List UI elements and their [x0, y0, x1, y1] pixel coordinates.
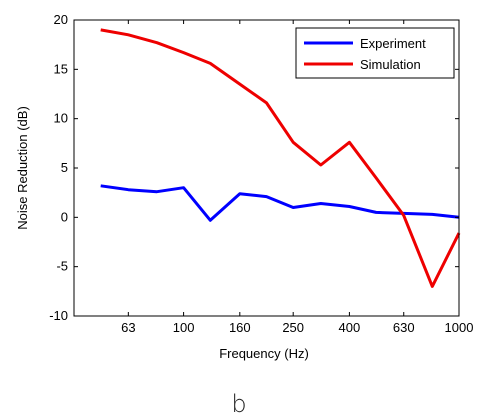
x-tick-label: 100 — [173, 320, 195, 335]
y-tick-label: -10 — [49, 308, 68, 323]
y-tick-label: 15 — [54, 61, 68, 76]
x-tick-label: 160 — [229, 320, 251, 335]
x-tick-label: 250 — [282, 320, 304, 335]
y-tick-label: 0 — [61, 209, 68, 224]
axes: 63 100 160 250 400 630 1000 -10 -5 0 5 10 15 20 — [49, 12, 473, 335]
x-tick-label: 400 — [339, 320, 361, 335]
series-line-simulation — [100, 28, 461, 288]
y-tick-label: 5 — [61, 160, 68, 175]
y-tick-label: 10 — [54, 111, 68, 126]
x-axis-label: Frequency (Hz) — [219, 346, 309, 361]
series-line-experiment — [100, 184, 460, 222]
legend-label-simulation: Simulation — [360, 57, 421, 72]
figure-label: b — [231, 390, 246, 418]
x-tick-label: 63 — [121, 320, 135, 335]
x-tick-label: 630 — [393, 320, 415, 335]
y-tick-label: -5 — [56, 259, 68, 274]
legend: Experiment Simulation — [295, 27, 455, 79]
legend-label-experiment: Experiment — [360, 36, 426, 51]
y-tick-label: 20 — [54, 12, 68, 27]
y-axis-label: Noise Reduction (dB) — [15, 106, 30, 230]
legend-box — [295, 27, 455, 79]
x-tick-label: 1000 — [445, 320, 474, 335]
